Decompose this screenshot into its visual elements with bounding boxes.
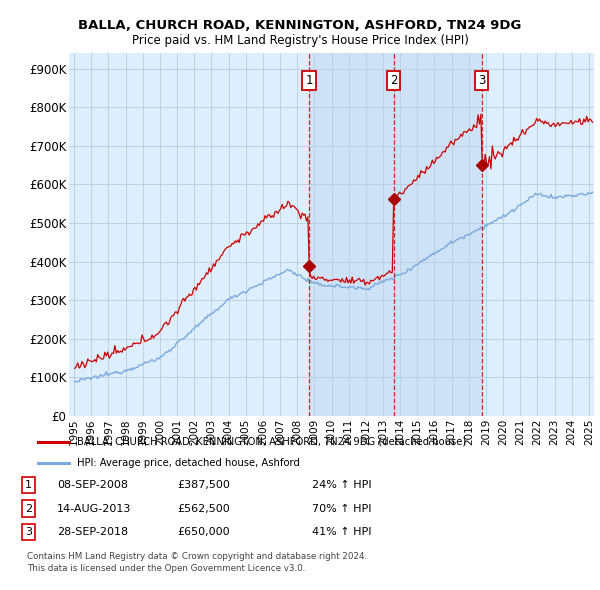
Text: 2: 2 [25, 504, 32, 513]
Text: 14-AUG-2013: 14-AUG-2013 [57, 504, 131, 513]
Text: 1: 1 [305, 74, 313, 87]
Text: 3: 3 [478, 74, 485, 87]
Text: 3: 3 [25, 527, 32, 537]
Text: 2: 2 [390, 74, 397, 87]
Text: BALLA, CHURCH ROAD, KENNINGTON, ASHFORD, TN24 9DG: BALLA, CHURCH ROAD, KENNINGTON, ASHFORD,… [79, 19, 521, 32]
Text: £387,500: £387,500 [177, 480, 230, 490]
Text: 28-SEP-2018: 28-SEP-2018 [57, 527, 128, 537]
Text: 1: 1 [25, 480, 32, 490]
Text: Contains HM Land Registry data © Crown copyright and database right 2024.: Contains HM Land Registry data © Crown c… [27, 552, 367, 562]
Text: £650,000: £650,000 [177, 527, 230, 537]
Text: Price paid vs. HM Land Registry's House Price Index (HPI): Price paid vs. HM Land Registry's House … [131, 34, 469, 47]
Text: 24% ↑ HPI: 24% ↑ HPI [312, 480, 371, 490]
Bar [309, 53, 394, 416]
Bar [394, 53, 482, 416]
Text: £562,500: £562,500 [177, 504, 230, 513]
Text: 70% ↑ HPI: 70% ↑ HPI [312, 504, 371, 513]
Text: BALLA, CHURCH ROAD, KENNINGTON, ASHFORD, TN24 9DG (detached house): BALLA, CHURCH ROAD, KENNINGTON, ASHFORD,… [77, 437, 467, 447]
Text: 08-SEP-2008: 08-SEP-2008 [57, 480, 128, 490]
Text: 41% ↑ HPI: 41% ↑ HPI [312, 527, 371, 537]
Text: This data is licensed under the Open Government Licence v3.0.: This data is licensed under the Open Gov… [27, 564, 305, 573]
Text: HPI: Average price, detached house, Ashford: HPI: Average price, detached house, Ashf… [77, 458, 301, 468]
